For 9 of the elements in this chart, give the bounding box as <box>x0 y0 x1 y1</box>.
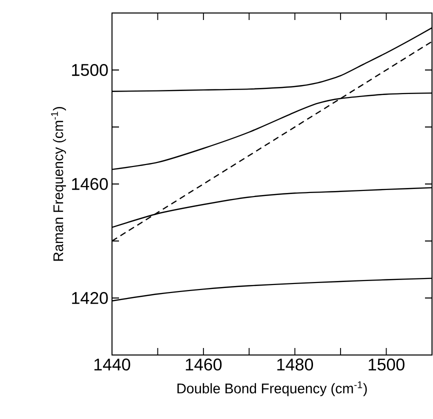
x-tick-label: 1480 <box>277 358 314 371</box>
x-axis-title: Double Bond Frequency (cm$^{-1}$) <box>177 381 367 396</box>
x-tick-label: 1500 <box>368 358 404 371</box>
y-tick-label: 1500 <box>72 64 108 76</box>
x-tick-label: 1440 <box>94 358 130 371</box>
y-axis-title: Raman Frequency (cm$^{-1}$) <box>51 107 66 261</box>
y-tick-label: 1460 <box>72 178 108 190</box>
y-tick-label: 1420 <box>72 292 108 304</box>
x-tick-label: 1460 <box>186 358 222 371</box>
